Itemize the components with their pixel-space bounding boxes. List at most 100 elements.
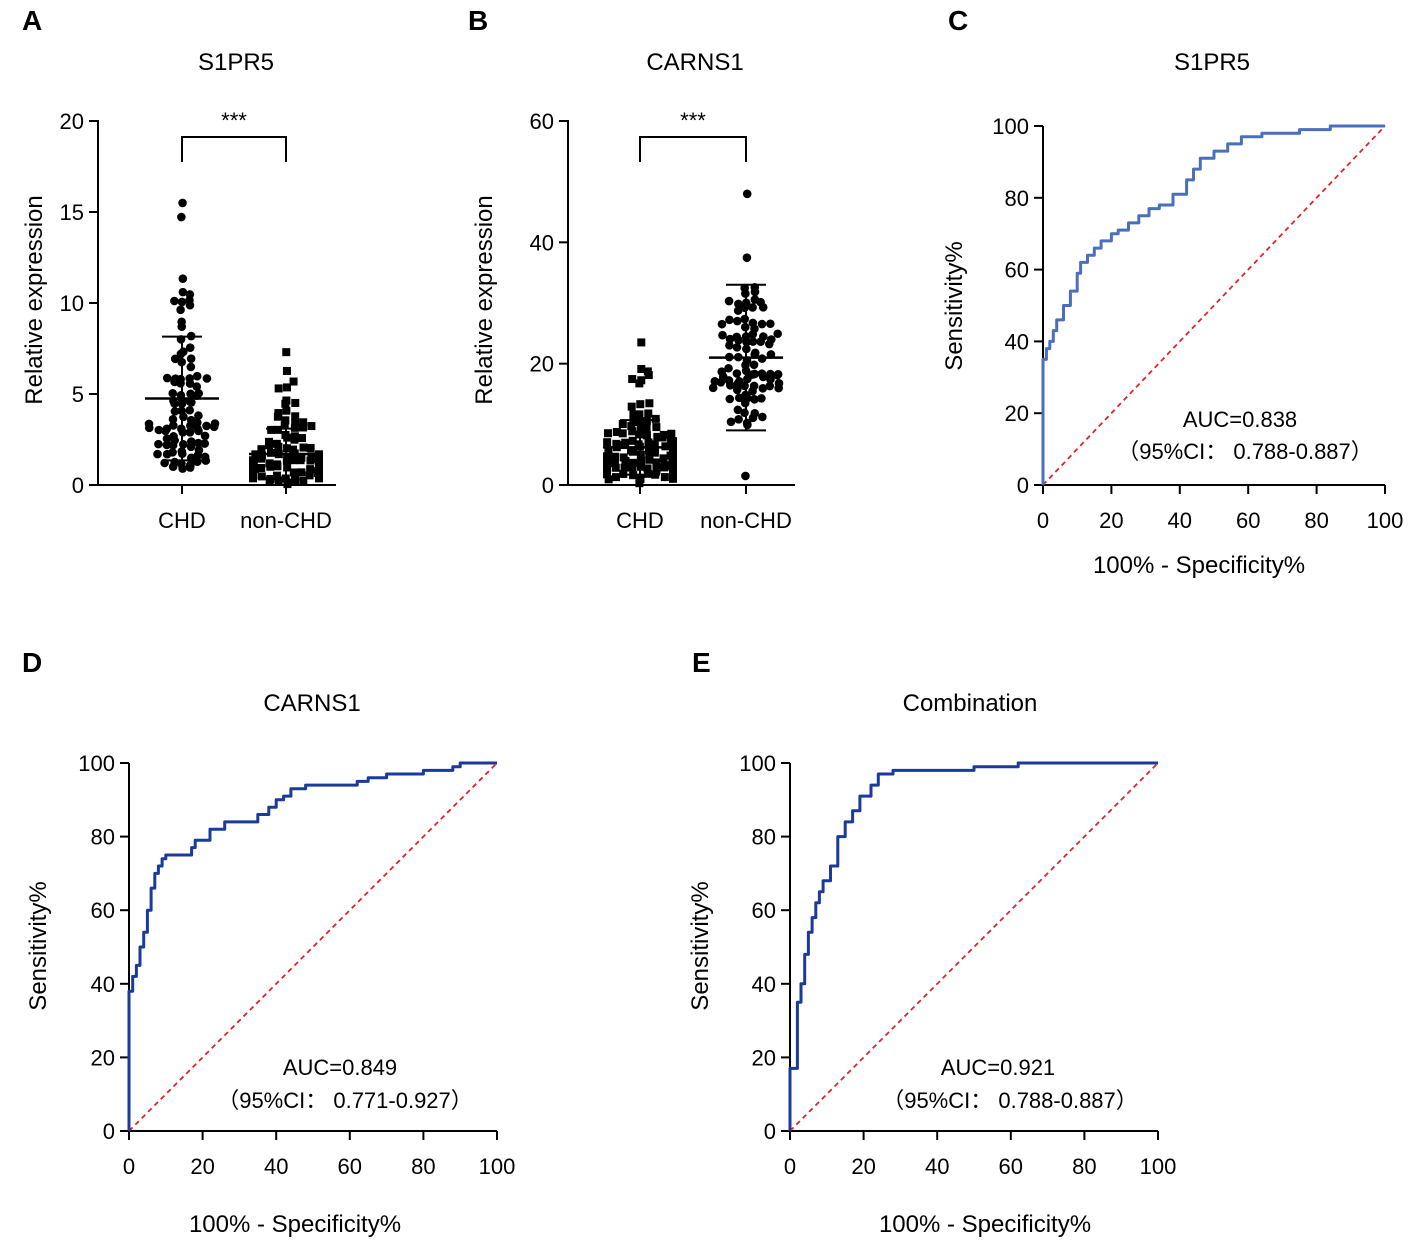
y-tick-label: 10	[60, 291, 84, 316]
x-tick-label: 60	[338, 1154, 362, 1179]
data-point	[669, 437, 677, 446]
data-point	[249, 461, 257, 470]
data-point	[185, 460, 195, 470]
data-point	[265, 476, 274, 485]
data-point	[611, 463, 620, 472]
data-point	[642, 431, 651, 440]
data-point	[307, 452, 316, 461]
data-point	[603, 467, 611, 476]
data-point	[732, 343, 742, 352]
data-point	[750, 324, 759, 334]
data-point	[667, 429, 676, 438]
data-point	[281, 416, 290, 425]
data-point	[274, 384, 283, 393]
data-point	[283, 444, 292, 453]
data-point	[177, 459, 186, 469]
y-tick-label: 20	[752, 1045, 776, 1070]
data-point	[724, 296, 734, 306]
plot-area: 0 20 40 60 80 100 0 20 40 60 80 100	[78, 751, 515, 1179]
data-point	[168, 414, 178, 424]
panel-c: C S1PR5 Sensitivity% 100% - Specificity%…	[941, 5, 1403, 579]
data-point	[651, 445, 660, 454]
data-point	[604, 429, 613, 438]
roc-curve	[1041, 124, 1385, 485]
data-point	[651, 414, 660, 423]
data-point	[748, 337, 758, 346]
data-point	[307, 422, 316, 431]
data-point	[725, 394, 735, 404]
x-tick-label: non-CHD	[700, 508, 792, 533]
data-point	[757, 369, 767, 378]
data-point	[757, 319, 767, 329]
data-point	[636, 400, 645, 409]
data-point	[735, 377, 744, 386]
data-point	[628, 436, 637, 445]
data-point	[725, 315, 734, 325]
data-point	[758, 384, 768, 393]
data-point	[766, 319, 775, 329]
data-point	[733, 405, 743, 415]
y-tick-label: 15	[60, 200, 84, 225]
data-point	[603, 462, 611, 471]
significance-bracket	[181, 136, 287, 162]
data-point	[299, 443, 308, 452]
y-tick-label: 80	[1005, 186, 1029, 211]
data-point	[733, 306, 743, 315]
significance-label: ***	[221, 108, 247, 133]
x-tick-label: 100	[1367, 508, 1404, 533]
data-point	[185, 379, 195, 388]
x-tick-label: 80	[411, 1154, 435, 1179]
y-tick-label: 60	[91, 898, 115, 923]
data-point	[200, 431, 210, 441]
auc-label: AUC=0.838	[1183, 407, 1297, 432]
data-point	[757, 394, 766, 403]
data-point	[194, 438, 203, 448]
data-point	[750, 395, 759, 404]
x-tick-label: 60	[1236, 508, 1260, 533]
data-point	[660, 473, 669, 482]
y-tick-label: 0	[542, 473, 554, 498]
data-point	[265, 437, 274, 446]
data-point	[178, 274, 188, 284]
y-tick-label: 100	[992, 114, 1029, 139]
data-point	[764, 339, 774, 349]
data-point	[612, 427, 621, 436]
data-point	[627, 402, 636, 411]
roc-curve	[788, 761, 1158, 1131]
panel-letter: B	[468, 5, 488, 36]
data-point	[732, 385, 742, 395]
data-point	[660, 461, 669, 470]
data-point	[759, 332, 768, 341]
y-tick-label: 60	[530, 109, 554, 134]
chart-title: S1PR5	[1174, 49, 1250, 76]
data-point	[743, 420, 752, 430]
data-point	[170, 296, 179, 306]
data-point	[170, 377, 179, 387]
data-point	[740, 314, 750, 324]
data-point	[643, 367, 652, 376]
data-point	[297, 453, 306, 462]
data-point	[717, 319, 727, 329]
x-tick-label: 40	[264, 1154, 288, 1179]
data-point	[734, 335, 743, 345]
data-point	[315, 469, 323, 478]
panel-letter: E	[692, 647, 711, 678]
data-point	[257, 451, 266, 460]
data-point	[669, 458, 677, 467]
data-point	[773, 329, 782, 339]
panel-d: D CARNS1 Sensitivity% 100% - Specificity…	[22, 647, 515, 1238]
data-point	[766, 369, 775, 379]
data-point	[732, 316, 742, 326]
data-point	[283, 433, 292, 442]
y-tick-label: 20	[530, 352, 554, 377]
data-point	[637, 364, 646, 373]
data-point	[192, 418, 202, 427]
data-point	[144, 419, 154, 429]
x-tick-label: 100	[1140, 1154, 1177, 1179]
data-point	[273, 412, 282, 421]
data-point	[603, 456, 611, 465]
data-point	[161, 426, 170, 436]
data-point	[168, 440, 178, 450]
x-axis-label: 100% - Specificity%	[879, 1211, 1091, 1238]
x-axis-label: 100% - Specificity%	[1093, 552, 1305, 579]
